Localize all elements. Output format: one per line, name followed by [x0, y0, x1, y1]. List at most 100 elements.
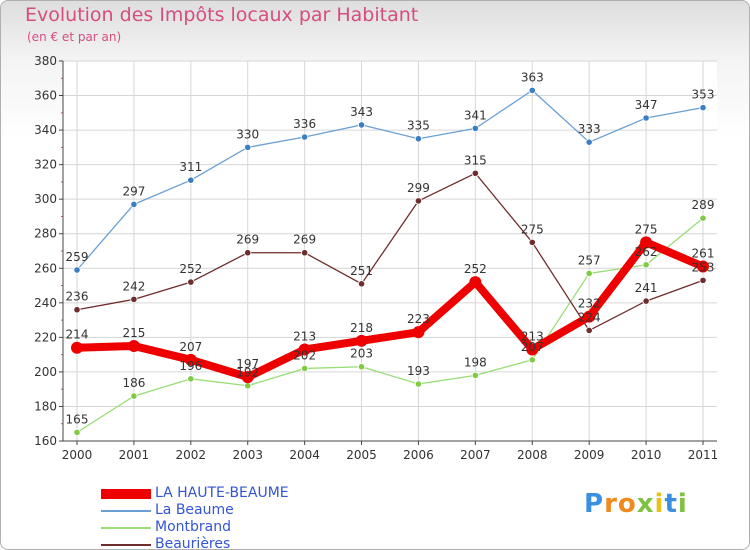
data-label: 269 — [236, 233, 259, 247]
y-tick-label: 360 — [34, 89, 57, 103]
data-point-1 — [244, 143, 252, 151]
data-label: 341 — [464, 108, 487, 122]
data-label: 218 — [350, 321, 373, 335]
logo-letter: o — [617, 489, 637, 519]
legend-label: La Beaume — [155, 502, 234, 518]
data-label: 215 — [122, 326, 145, 340]
x-tick-label: 2006 — [403, 448, 434, 462]
data-point-1 — [73, 266, 81, 274]
data-point-0 — [697, 260, 709, 273]
data-label: 261 — [692, 247, 715, 261]
data-point-0 — [184, 353, 197, 366]
series-line-2 — [76, 217, 704, 434]
x-tick-label: 2008 — [517, 448, 548, 462]
data-label: 213 — [521, 329, 544, 343]
legend-label: LA HAUTE-BEAUME — [155, 485, 289, 501]
y-tick-label: 200 — [34, 365, 57, 379]
y-tick-label: 340 — [34, 123, 57, 137]
data-point-3 — [244, 249, 252, 257]
data-point-1 — [301, 133, 309, 141]
data-label: 275 — [521, 222, 544, 236]
data-point-2 — [357, 363, 366, 371]
data-label: 207 — [179, 340, 202, 354]
data-point-1 — [130, 200, 138, 208]
data-label: 252 — [464, 262, 487, 276]
data-point-3 — [73, 306, 81, 314]
data-label: 198 — [464, 355, 487, 369]
data-point-0 — [583, 310, 596, 323]
legend-label: Montbrand — [155, 519, 231, 535]
data-label: 336 — [293, 117, 316, 131]
y-tick-label: 260 — [34, 261, 57, 275]
data-point-3 — [414, 197, 423, 205]
data-point-0 — [526, 343, 539, 356]
data-label: 202 — [293, 348, 316, 362]
data-point-1 — [357, 121, 366, 129]
chart-legend: LA HAUTE-BEAUME La Beaume Montbrand Beauriè… — [101, 485, 289, 550]
data-label: 193 — [407, 364, 430, 378]
data-point-3 — [528, 238, 536, 246]
logo-letter: P — [584, 489, 605, 519]
data-point-0 — [71, 341, 83, 354]
chart-subtitle: (en € et par an) — [27, 30, 122, 44]
x-tick-label: 2001 — [119, 448, 150, 462]
data-point-2 — [73, 428, 81, 436]
x-tick-label: 2003 — [232, 448, 263, 462]
data-point-2 — [699, 214, 707, 222]
data-point-3 — [130, 295, 138, 303]
data-label: 335 — [407, 119, 430, 133]
data-label: 333 — [578, 122, 601, 136]
data-label: 203 — [350, 347, 373, 361]
series-line-0 — [73, 238, 707, 382]
y-tick-label: 160 — [34, 434, 57, 448]
data-label: 223 — [407, 312, 430, 326]
data-point-1 — [414, 135, 423, 143]
data-point-2 — [414, 380, 423, 388]
legend-label: Beaurières — [155, 536, 231, 550]
data-point-3 — [585, 326, 593, 335]
data-point-3 — [471, 169, 479, 177]
data-point-1 — [528, 86, 536, 94]
x-tick-label: 2002 — [176, 448, 207, 462]
y-tick-label: 380 — [34, 54, 57, 68]
y-tick-label: 320 — [34, 158, 57, 172]
data-label: 299 — [407, 181, 430, 195]
legend-item: La Beaume — [101, 502, 289, 519]
data-label: 242 — [122, 279, 145, 293]
data-label: 192 — [236, 366, 259, 380]
x-tick-label: 2010 — [631, 448, 662, 462]
data-label: 297 — [122, 184, 145, 198]
data-label: 165 — [66, 412, 89, 426]
legend-item: Montbrand — [101, 519, 289, 536]
data-label: 196 — [179, 359, 202, 373]
data-point-0 — [241, 371, 254, 384]
x-tick-label: 2005 — [346, 448, 377, 462]
data-label: 186 — [122, 376, 145, 390]
data-point-0 — [640, 236, 653, 249]
data-label: 262 — [635, 245, 658, 259]
data-point-0 — [298, 343, 311, 356]
y-tick-label: 280 — [34, 227, 57, 241]
legend-item: Beaurières — [101, 536, 289, 550]
data-point-1 — [699, 104, 707, 112]
data-label: 289 — [692, 198, 715, 212]
data-point-2 — [642, 261, 650, 269]
legend-item: LA HAUTE-BEAUME — [101, 485, 289, 502]
data-label: 343 — [350, 105, 373, 119]
logo-letter: i — [677, 489, 688, 519]
data-label: 224 — [578, 310, 601, 324]
data-point-2 — [187, 375, 195, 383]
x-tick-label: 2011 — [688, 448, 719, 462]
y-tick-label: 220 — [34, 330, 57, 344]
x-tick-label: 2000 — [62, 448, 93, 462]
data-label: 259 — [66, 250, 89, 264]
y-tick-label: 240 — [34, 296, 57, 310]
data-label: 347 — [635, 98, 658, 112]
data-point-2 — [301, 364, 309, 373]
data-label: 363 — [521, 70, 544, 84]
data-label: 197 — [236, 357, 259, 371]
data-label: 232 — [578, 297, 601, 311]
data-label: 251 — [350, 264, 373, 278]
